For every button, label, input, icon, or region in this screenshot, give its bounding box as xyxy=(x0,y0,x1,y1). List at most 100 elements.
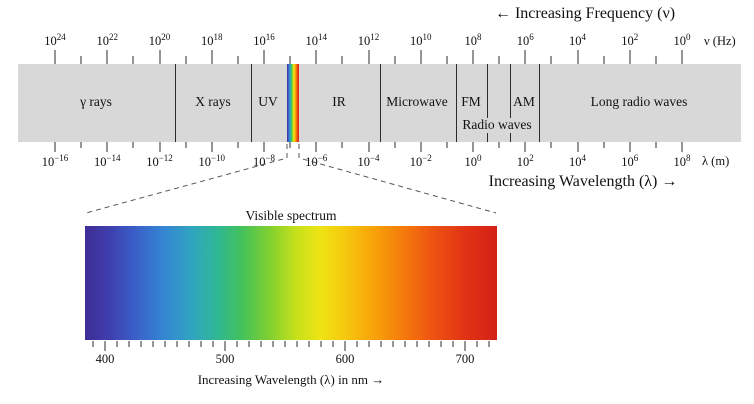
frequency-tick-mark xyxy=(54,50,56,64)
region-label: Microwave xyxy=(386,94,448,109)
visible-spectrum-title: Visible spectrum xyxy=(245,208,337,223)
frequency-minor-tick-mark xyxy=(394,56,396,64)
wavelength-tick-mark xyxy=(629,142,631,152)
wavelength-tick-label: 100 xyxy=(464,153,482,170)
band-divider xyxy=(487,64,488,142)
frequency-tick-mark xyxy=(106,50,108,64)
band-divider xyxy=(510,64,511,142)
frequency-tick-label: 108 xyxy=(464,32,482,49)
region-label: Radio waves xyxy=(459,117,535,133)
wavelength-minor-tick-mark xyxy=(394,142,396,148)
nm-minor-tick-mark xyxy=(296,341,298,347)
nm-minor-tick-mark xyxy=(284,341,286,347)
frequency-minor-tick-mark xyxy=(446,56,448,64)
wavelength-tick-mark xyxy=(472,142,474,152)
frequency-tick-label: 1010 xyxy=(410,32,432,49)
increasing-frequency-title: ← Increasing Frequency (ν) xyxy=(494,5,676,22)
wavelength-minor-tick-mark xyxy=(498,142,500,148)
wavelength-unit-label: λ (m) xyxy=(702,154,730,168)
wavelength-tick-mark xyxy=(159,142,160,152)
wavelength-tick-mark xyxy=(263,142,265,152)
frequency-unit-label: ν (Hz) xyxy=(704,34,736,48)
spectrum-band: γ rays X rays UV IR Microwave FM AM Radio waves… xyxy=(18,64,741,142)
wavelength-tick-mark xyxy=(315,142,317,152)
frequency-minor-tick-mark xyxy=(289,56,291,64)
nm-minor-tick-mark xyxy=(260,341,262,347)
nm-tick-label: 700 xyxy=(455,352,475,366)
wavelength-minor-tick-mark xyxy=(237,142,239,148)
frequency-minor-tick-mark xyxy=(341,56,343,64)
wavelength-tick-mark xyxy=(54,142,56,152)
nm-minor-tick-mark xyxy=(128,341,130,347)
nm-minor-tick-mark xyxy=(416,341,418,347)
frequency-tick-label: 1012 xyxy=(357,32,380,49)
band-divider xyxy=(380,64,381,142)
wavelength-minor-tick-mark xyxy=(80,142,82,148)
nm-minor-tick-mark xyxy=(116,341,118,347)
nm-minor-tick-mark xyxy=(164,341,166,347)
frequency-tick-mark xyxy=(315,50,317,64)
frequency-tick-mark xyxy=(211,50,213,64)
nm-minor-tick-mark xyxy=(320,341,322,347)
nm-minor-tick-mark xyxy=(428,341,430,347)
frequency-tick-label: 1022 xyxy=(96,32,119,49)
nm-minor-tick-mark xyxy=(200,341,202,347)
frequency-minor-tick-mark xyxy=(132,56,134,64)
nm-axis-title: Increasing Wavelength (λ) in nm → xyxy=(197,372,385,387)
frequency-minor-tick-mark xyxy=(185,56,187,64)
region-label: Long radio waves xyxy=(590,94,688,109)
wavelength-tick-label: 10−14 xyxy=(93,153,121,170)
wavelength-tick-mark xyxy=(577,142,578,152)
nm-minor-tick-mark xyxy=(92,341,94,347)
nm-minor-tick-mark xyxy=(212,341,214,347)
frequency-minor-tick-mark xyxy=(498,56,500,64)
nm-major-tick-mark xyxy=(464,341,466,351)
nm-major-tick-mark xyxy=(104,341,106,351)
wavelength-minor-tick-mark xyxy=(446,142,448,148)
frequency-tick-label: 1020 xyxy=(148,32,171,49)
wavelength-tick-mark xyxy=(106,142,108,152)
nm-minor-tick-mark xyxy=(488,341,490,347)
wavelength-minor-tick-mark xyxy=(132,142,134,148)
nm-minor-tick-mark xyxy=(176,341,178,347)
frequency-tick-mark xyxy=(420,50,422,64)
nm-minor-tick-mark xyxy=(248,341,250,347)
band-divider xyxy=(456,64,457,142)
band-divider xyxy=(251,64,252,142)
wavelength-tick-mark xyxy=(368,142,369,152)
wavelength-tick-label: 108 xyxy=(673,153,691,170)
frequency-tick-mark xyxy=(368,50,369,64)
band-divider xyxy=(539,64,540,142)
wavelength-tick-label: 106 xyxy=(621,153,639,170)
wavelength-tick-label: 10−16 xyxy=(41,153,69,170)
frequency-tick-label: 106 xyxy=(516,32,534,49)
nm-minor-tick-mark xyxy=(368,341,370,347)
region-label: IR xyxy=(332,94,346,109)
frequency-tick-label: 1024 xyxy=(44,32,66,49)
wavelength-minor-tick-mark xyxy=(655,142,657,148)
nm-minor-tick-mark xyxy=(332,341,334,347)
wavelength-minor-tick-mark xyxy=(341,142,343,148)
visible-light-sliver xyxy=(287,64,299,142)
wavelength-tick-label: 102 xyxy=(516,153,534,170)
nm-minor-tick-mark xyxy=(452,341,454,347)
visible-spectrum-bar xyxy=(85,226,497,340)
frequency-tick-mark xyxy=(263,50,265,64)
wavelength-minor-tick-mark xyxy=(603,142,605,148)
frequency-minor-tick-mark xyxy=(603,56,605,64)
region-label: AM xyxy=(513,94,535,109)
nm-minor-tick-mark xyxy=(236,341,238,347)
frequency-tick-mark xyxy=(681,50,683,64)
frequency-tick-mark xyxy=(159,50,160,64)
wavelength-tick-label: 104 xyxy=(569,153,586,170)
nm-minor-tick-mark xyxy=(392,341,394,347)
region-label: FM xyxy=(461,94,481,109)
wavelength-minor-tick-mark xyxy=(289,142,291,148)
nm-minor-tick-mark xyxy=(356,341,358,347)
nm-minor-tick-mark xyxy=(380,341,382,347)
wavelength-tick-label: 10−4 xyxy=(357,153,380,170)
region-label: γ rays xyxy=(80,94,112,109)
frequency-minor-tick-mark xyxy=(80,56,82,64)
frequency-tick-mark xyxy=(472,50,474,64)
